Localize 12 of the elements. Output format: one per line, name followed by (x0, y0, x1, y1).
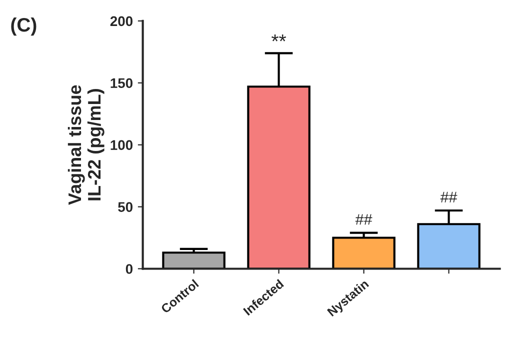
bar (332, 236, 396, 269)
y-tick-label: 50 (118, 202, 133, 212)
y-axis-title: Vaginal tissue IL-22 (pg/mL) (68, 85, 104, 205)
bar (162, 252, 226, 269)
annotation: ** (272, 34, 286, 42)
y-tick-label: 0 (126, 264, 133, 274)
y-tick-label: 150 (110, 78, 133, 88)
y-tick-label: 100 (110, 140, 133, 150)
chart-title: (C) (11, 17, 36, 36)
annotation: ## (440, 192, 458, 202)
annotation: ## (355, 214, 372, 225)
y-tick-label: 200 (110, 16, 133, 26)
